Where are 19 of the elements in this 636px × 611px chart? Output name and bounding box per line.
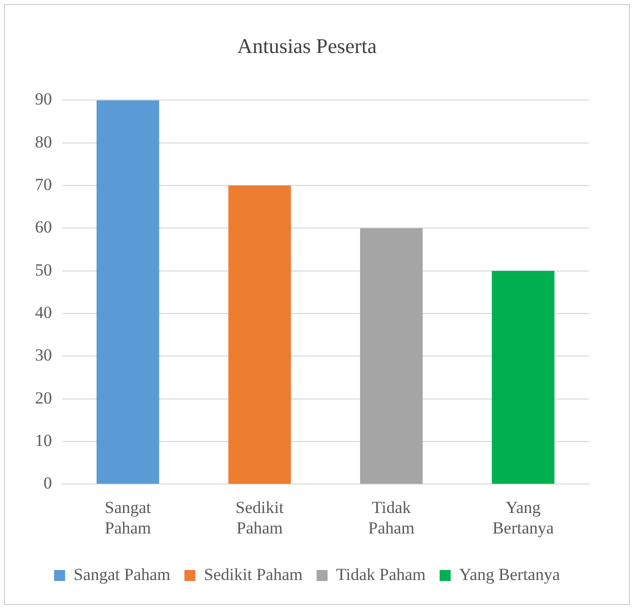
legend-label: Yang Bertanya	[459, 564, 560, 584]
y-tick-label: 40	[35, 303, 52, 322]
chart-title: Antusias Peserta	[237, 34, 378, 58]
y-tick-label: 50	[35, 260, 52, 280]
y-tick-label: 80	[35, 132, 52, 152]
legend-label: Sangat Paham	[74, 564, 170, 584]
legend-label: Tidak Paham	[336, 564, 426, 584]
legend-label: Sedikit Paham	[204, 564, 303, 584]
y-tick-label: 20	[35, 388, 52, 408]
x-tick-label: Tidak Paham	[368, 498, 415, 538]
x-tick-label: Sedikit Paham	[236, 498, 284, 538]
y-tick-label: 60	[35, 218, 52, 237]
y-tick-label: 30	[35, 346, 52, 365]
y-tick-label: 90	[35, 90, 52, 109]
x-tick-label: Sangat Paham	[104, 498, 152, 538]
x-tick-label: Yang Bertanya	[492, 498, 554, 538]
y-tick-label: 70	[35, 175, 52, 194]
y-tick-label: 10	[35, 431, 52, 450]
y-tick-label: 0	[44, 474, 52, 493]
